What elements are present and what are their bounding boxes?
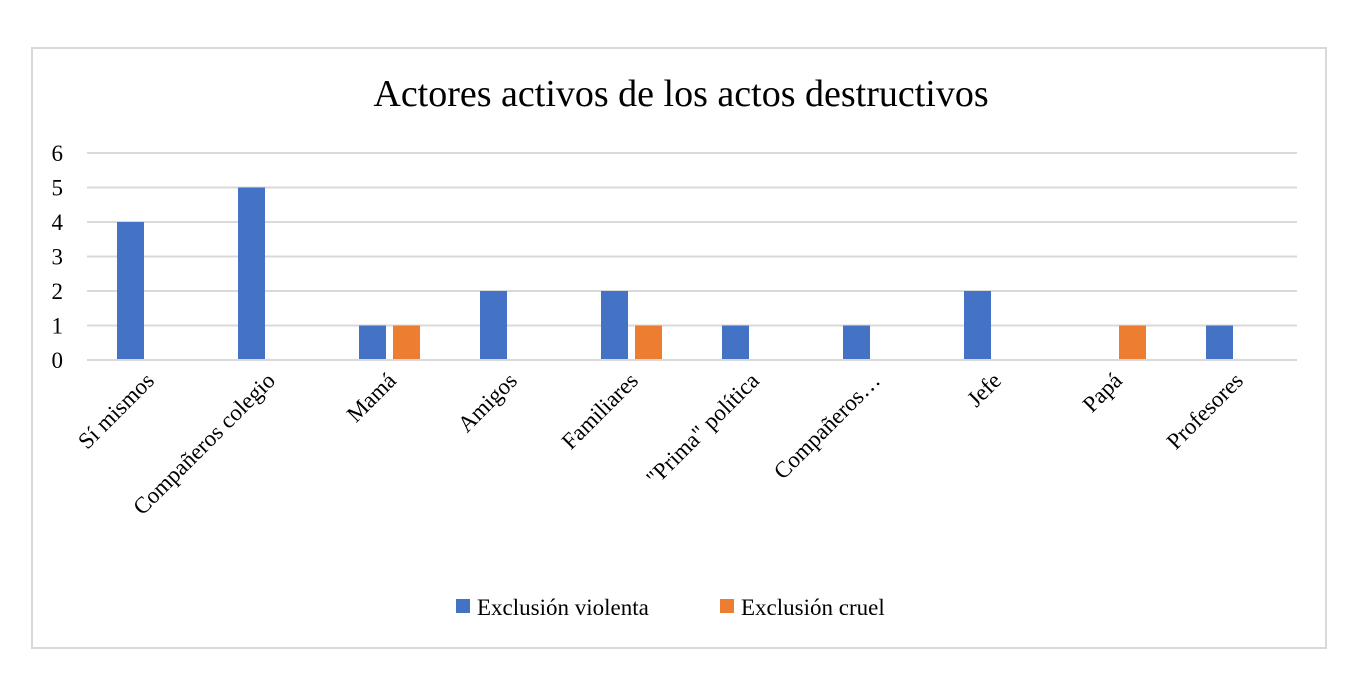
bars: [87, 187, 1297, 361]
y-tick-label: 6: [52, 141, 64, 166]
bar-exclusion-cruel: [393, 325, 420, 360]
x-tick-label: Papá: [1078, 368, 1127, 417]
legend-item: Exclusión violenta: [456, 595, 649, 620]
bar-exclusion-cruel: [635, 325, 662, 360]
gridlines: [87, 152, 1297, 361]
y-tick-label: 2: [52, 279, 64, 304]
y-tick-label: 3: [52, 245, 64, 270]
bar-exclusion-violenta: [117, 222, 144, 360]
legend-swatch: [456, 599, 470, 613]
bar-exclusion-violenta: [964, 291, 991, 360]
bar-exclusion-violenta: [1206, 325, 1233, 360]
bar-exclusion-violenta: [359, 325, 386, 360]
y-tick-label: 1: [52, 314, 64, 339]
chart-title: Actores activos de los actos destructivo…: [373, 73, 988, 115]
y-tick-label: 0: [52, 348, 64, 373]
legend-swatch: [720, 599, 734, 613]
bar-exclusion-cruel: [1119, 325, 1146, 360]
legend-item: Exclusión cruel: [720, 595, 885, 620]
y-tick-label: 5: [52, 176, 64, 201]
x-tick-label: Mamá: [342, 368, 401, 427]
y-tick-label: 4: [52, 210, 64, 235]
y-axis-ticks: 0 1 2 3 4 5 6: [52, 141, 64, 373]
x-tick-label: Amigos: [453, 368, 522, 437]
x-tick-label: Sí mismos: [73, 368, 159, 454]
legend: Exclusión violenta Exclusión cruel: [456, 595, 885, 620]
x-tick-label: Jefe: [962, 368, 1006, 412]
bar-exclusion-violenta: [843, 325, 870, 360]
bar-exclusion-violenta: [480, 291, 507, 360]
x-tick-label: Compañeros…: [769, 368, 885, 484]
x-tick-label: Familiares: [557, 368, 643, 454]
bar-exclusion-violenta: [722, 325, 749, 360]
bar-exclusion-violenta: [238, 187, 265, 360]
x-tick-label: "Prima" política: [641, 368, 764, 491]
x-tick-label: Profesores: [1162, 368, 1248, 454]
bar-exclusion-violenta: [601, 291, 628, 360]
legend-label: Exclusión violenta: [477, 595, 649, 620]
legend-label: Exclusión cruel: [741, 595, 885, 620]
